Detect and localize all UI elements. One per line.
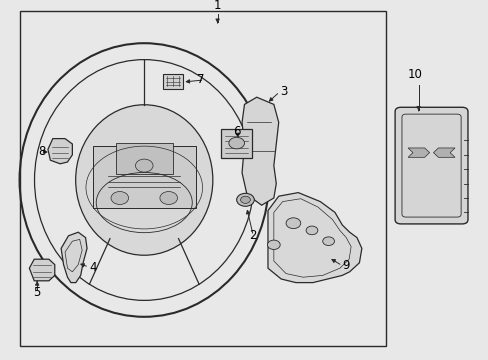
Text: 7: 7 <box>197 73 204 86</box>
Circle shape <box>267 240 280 249</box>
FancyBboxPatch shape <box>221 129 252 158</box>
Circle shape <box>305 226 317 235</box>
Polygon shape <box>407 148 428 157</box>
FancyBboxPatch shape <box>394 107 467 224</box>
Text: 2: 2 <box>249 229 257 242</box>
Polygon shape <box>267 193 361 283</box>
Text: 9: 9 <box>342 259 349 272</box>
Polygon shape <box>432 148 454 157</box>
Text: 1: 1 <box>213 0 221 12</box>
Circle shape <box>111 192 128 204</box>
Polygon shape <box>48 139 72 164</box>
Polygon shape <box>29 259 55 281</box>
Circle shape <box>160 192 177 204</box>
Text: 8: 8 <box>39 145 46 158</box>
FancyBboxPatch shape <box>163 74 183 89</box>
Polygon shape <box>242 97 278 205</box>
Bar <box>116 143 172 174</box>
Text: 4: 4 <box>89 261 96 274</box>
Text: 6: 6 <box>233 125 241 138</box>
Ellipse shape <box>35 60 253 300</box>
Text: 5: 5 <box>33 286 41 299</box>
Text: 3: 3 <box>279 85 286 98</box>
Bar <box>20 11 386 346</box>
Ellipse shape <box>76 105 212 255</box>
Circle shape <box>236 193 254 206</box>
Polygon shape <box>61 232 87 283</box>
Circle shape <box>228 138 244 149</box>
Circle shape <box>240 196 250 203</box>
Bar <box>93 146 195 208</box>
Text: 10: 10 <box>407 68 421 81</box>
Circle shape <box>285 218 300 229</box>
Circle shape <box>322 237 334 246</box>
Circle shape <box>135 159 153 172</box>
